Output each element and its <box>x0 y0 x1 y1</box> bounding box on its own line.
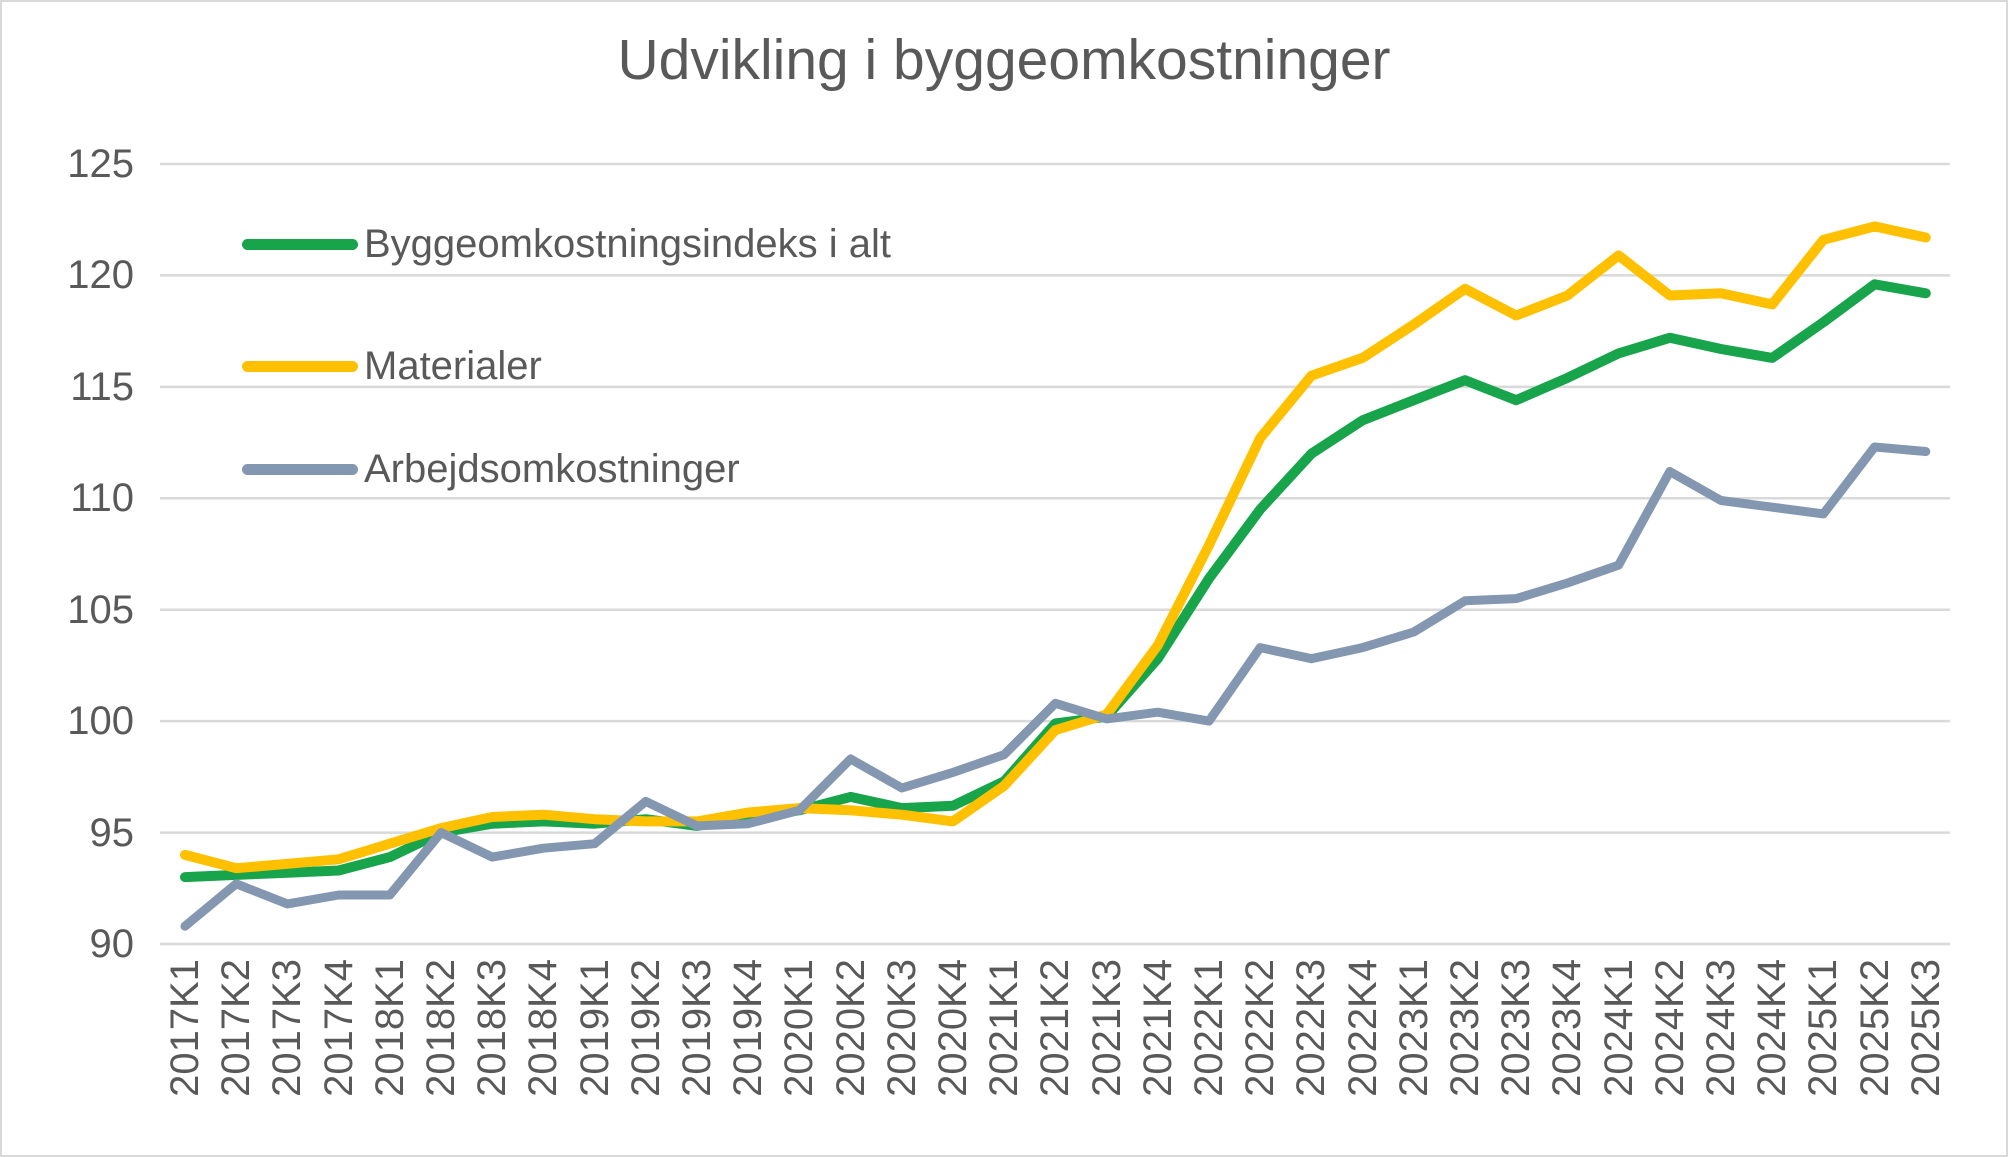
x-axis-tick-label: 2019K4 <box>726 959 771 1097</box>
x-axis-tick-label: 2025K3 <box>1903 959 1948 1097</box>
x-axis-tick-label: 2018K3 <box>470 959 515 1097</box>
chart-title: Udvikling i byggeomkostninger <box>617 28 1391 92</box>
legend-line-swatch <box>242 238 358 250</box>
x-axis-tick-label: 2023K3 <box>1494 959 1539 1097</box>
x-axis-tick-label: 2017K2 <box>214 959 259 1097</box>
x-axis-tick-label: 2021K2 <box>1033 959 1078 1097</box>
x-axis-tick-label: 2019K3 <box>675 959 719 1097</box>
legend-item-0: Byggeomkostningsindeks i alt <box>242 222 891 266</box>
y-axis-tick-label: 95 <box>89 810 135 855</box>
x-axis-tick-label: 2024K2 <box>1647 959 1692 1097</box>
x-axis-tick-label: 2017K3 <box>265 959 310 1097</box>
x-axis-tick-label: 2025K1 <box>1801 959 1846 1097</box>
x-axis-tick-label: 2023K4 <box>1545 959 1590 1097</box>
y-axis-tick-label: 90 <box>89 922 135 966</box>
x-axis-tick-label: 2021K1 <box>982 959 1027 1097</box>
x-axis-tick-label: 2022K3 <box>1289 959 1334 1097</box>
x-axis-tick-label: 2023K1 <box>1391 959 1436 1097</box>
legend-item-1: Materialer <box>242 344 542 388</box>
x-axis-tick-label: 2019K1 <box>572 959 617 1097</box>
x-axis-tick-label: 2019K2 <box>623 959 668 1097</box>
x-axis-tick-label: 2021K3 <box>1084 959 1129 1097</box>
x-axis-tick-label: 2018K4 <box>521 959 566 1097</box>
y-axis-tick-label: 120 <box>67 253 134 298</box>
x-axis-tick-label: 2017K4 <box>316 959 361 1097</box>
legend-label: Byggeomkostningsindeks i alt <box>364 221 891 266</box>
legend-line-swatch <box>242 463 358 475</box>
x-axis-tick-label: 2022K4 <box>1340 959 1385 1097</box>
legend-item-2: Arbejdsomkostninger <box>242 447 740 491</box>
x-axis-tick-label: 2025K2 <box>1852 959 1897 1097</box>
x-axis-tick-label: 2020K2 <box>828 959 873 1097</box>
x-axis-tick-label: 2022K2 <box>1238 959 1283 1097</box>
x-axis-tick-label: 2017K1 <box>163 959 207 1097</box>
x-axis-tick-label: 2020K1 <box>777 959 822 1097</box>
x-axis-tick-label: 2020K3 <box>879 959 924 1097</box>
x-axis-tick-label: 2024K3 <box>1699 959 1743 1097</box>
legend-line-swatch <box>242 360 358 372</box>
x-axis-tick-label: 2024K1 <box>1596 959 1641 1097</box>
series-line-1 <box>180 221 1931 874</box>
x-axis-tick-label: 2022K1 <box>1187 959 1231 1097</box>
y-axis-tick-label: 110 <box>70 476 134 521</box>
y-axis-tick-label: 115 <box>70 364 134 409</box>
legend-label: Materialer <box>364 343 542 388</box>
legend-label: Arbejdsomkostninger <box>364 446 740 491</box>
series-line-2 <box>180 442 1931 931</box>
x-axis-tick-label: 2018K1 <box>367 959 412 1097</box>
x-axis-tick-label: 2021K4 <box>1135 959 1180 1097</box>
x-axis-tick-label: 2023K2 <box>1443 959 1487 1097</box>
y-axis-tick-label: 105 <box>67 587 134 632</box>
y-axis-tick-label: 125 <box>67 142 134 186</box>
series-line-0 <box>180 279 1931 883</box>
y-axis-tick-label: 100 <box>67 699 134 744</box>
x-axis-tick-label: 2020K4 <box>931 959 975 1097</box>
x-axis-tick-label: 2018K2 <box>419 959 463 1097</box>
x-axis-tick-label: 2024K4 <box>1750 959 1795 1097</box>
